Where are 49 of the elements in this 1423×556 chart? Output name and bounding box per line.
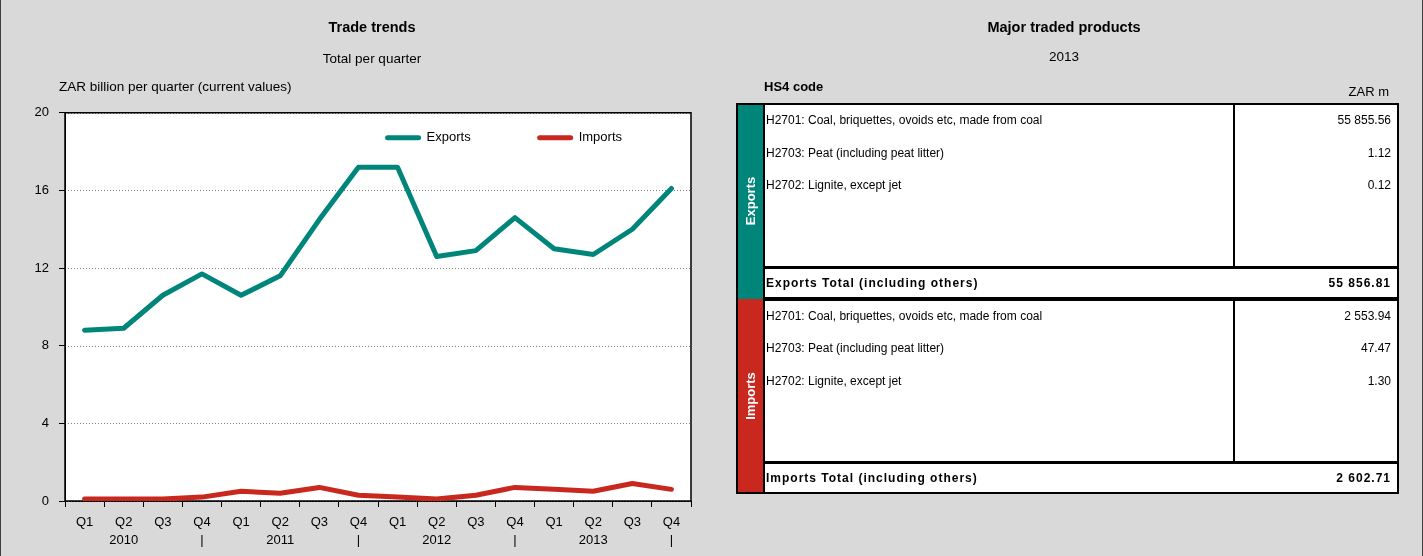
category-label: H2703: Peat (including peat litter): [766, 145, 945, 160]
y-axis-title: ZAR billion per quarter (current values): [59, 79, 292, 94]
y-tick-label: 8: [41, 337, 49, 353]
chart-subtitle: Total per quarter: [321, 51, 423, 66]
category-label: H2703: Peat (including peat litter): [766, 341, 945, 355]
x-tick-label: Q3: [310, 513, 328, 529]
category-label: H2701: Coal, briquettes, ovoids etc, made from coal: [766, 113, 1043, 127]
chart-title: Trade trends: [327, 19, 417, 35]
x-tick-label: Q3: [623, 513, 641, 529]
text: HS4 code: [764, 79, 824, 94]
x-tick-label: Q4 |: [349, 513, 368, 547]
y-tick-label: 16: [34, 182, 49, 198]
text: 2 602.71: [1336, 471, 1391, 485]
legend-label: Imports: [578, 129, 623, 145]
x-tick-label: Q4 |: [662, 513, 681, 547]
category-label: H2702: Lignite, except jet: [766, 373, 902, 388]
text: Major traded products: [986, 19, 1142, 35]
x-tick-label: Q1: [75, 513, 94, 529]
x-tick-label: Q1: [232, 513, 250, 529]
text: 1.30: [1367, 373, 1391, 388]
text: Imports: [742, 372, 757, 421]
x-tick-label: Q1: [545, 513, 563, 529]
x-tick-label: Q4 |: [506, 513, 524, 547]
y-tick-label: 12: [34, 259, 49, 275]
x-tick-label: Q3: [467, 513, 485, 529]
y-tick-label: 20: [34, 104, 49, 120]
text: 1.12: [1367, 145, 1391, 160]
category-label: H2702: Lignite, except jet: [766, 178, 902, 192]
x-tick-label: Q3: [154, 513, 172, 529]
legend-label: Exports: [426, 129, 472, 145]
y-tick-label: 0: [41, 492, 49, 508]
text: 0.12: [1367, 178, 1391, 192]
y-tick-label: 4: [41, 414, 49, 430]
x-tick-label: Q2 2012: [422, 513, 452, 547]
x-tick-label: Q2 2013: [578, 513, 608, 547]
text: 55 855.56: [1337, 113, 1391, 127]
text: 55 856.81: [1328, 275, 1391, 290]
text: Exports Total (including others): [766, 275, 979, 290]
text: 2 553.94: [1344, 308, 1391, 323]
text: 47.47: [1360, 341, 1391, 355]
text: Exports: [742, 176, 757, 225]
text: Imports Total (including others): [766, 471, 978, 485]
x-tick-label: Q2 2010: [109, 513, 139, 547]
text: 2013: [1047, 49, 1080, 64]
x-tick-label: Q1: [388, 513, 407, 529]
category-label: H2701: Coal, briquettes, ovoids etc, made from coal: [766, 308, 1043, 323]
text: ZAR m: [1348, 84, 1389, 99]
x-tick-label: Q4 |: [193, 513, 211, 547]
x-tick-label: Q2 2011: [266, 513, 295, 547]
